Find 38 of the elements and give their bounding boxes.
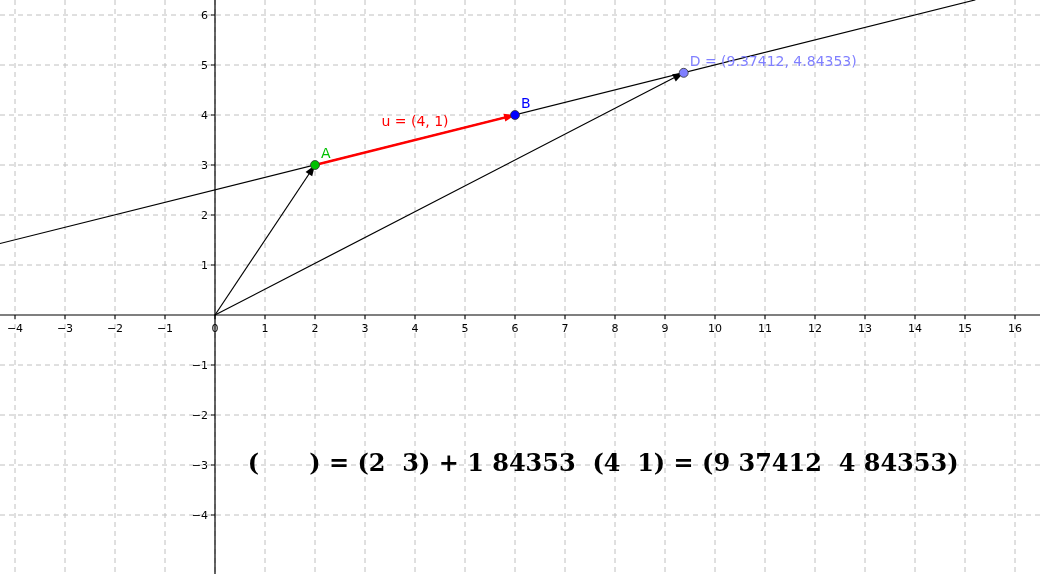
series-label: D = (9.37412, 4.84353): [689, 52, 857, 69]
y-tick-label: −3: [191, 459, 208, 472]
y-tick-label: 2: [201, 209, 208, 222]
x-tick-label: 12: [808, 322, 822, 335]
x-tick-label: 13: [858, 322, 872, 335]
point: [510, 110, 520, 120]
y-tick-label: 1: [201, 259, 208, 272]
y-tick-label: −1: [191, 359, 208, 372]
y-tick-label: 4: [201, 109, 208, 122]
x-tick-label: 2: [311, 322, 319, 335]
y-tick-label: −2: [191, 409, 208, 422]
x-tick-label: −1: [156, 322, 174, 335]
series-label: u = (4, 1): [381, 113, 449, 129]
y-tick-label: 5: [201, 59, 208, 72]
series-label: A: [321, 145, 331, 161]
x-tick-label: 5: [461, 322, 469, 335]
x-tick-label: 4: [411, 322, 419, 335]
x-tick-label: 3: [361, 322, 369, 335]
point: [678, 67, 689, 78]
x-tick-label: −2: [106, 322, 124, 335]
y-tick-label: −4: [191, 509, 208, 522]
x-tick-label: 8: [611, 322, 619, 335]
x-tick-label: 15: [958, 322, 972, 335]
x-tick-label: 1: [261, 322, 269, 335]
series-label: B: [521, 95, 531, 111]
x-tick-label: 14: [908, 322, 922, 335]
point: [310, 160, 320, 170]
x-tick-label: 11: [758, 322, 772, 335]
x-tick-label: −4: [6, 322, 24, 335]
x-tick-label: 9: [661, 322, 669, 335]
x-tick-label: 7: [561, 322, 569, 335]
x-tick-label: 10: [708, 322, 722, 335]
annotation: ( ) = (2 3) + 1 84353 (4 1) = (9 37412 4 84353): [247, 447, 959, 477]
x-tick-label: −3: [56, 322, 74, 335]
y-tick-label: 3: [201, 159, 208, 172]
x-tick-label: 16: [1008, 322, 1022, 335]
y-tick-label: 6: [201, 9, 208, 22]
x-tick-label: 6: [511, 322, 519, 335]
